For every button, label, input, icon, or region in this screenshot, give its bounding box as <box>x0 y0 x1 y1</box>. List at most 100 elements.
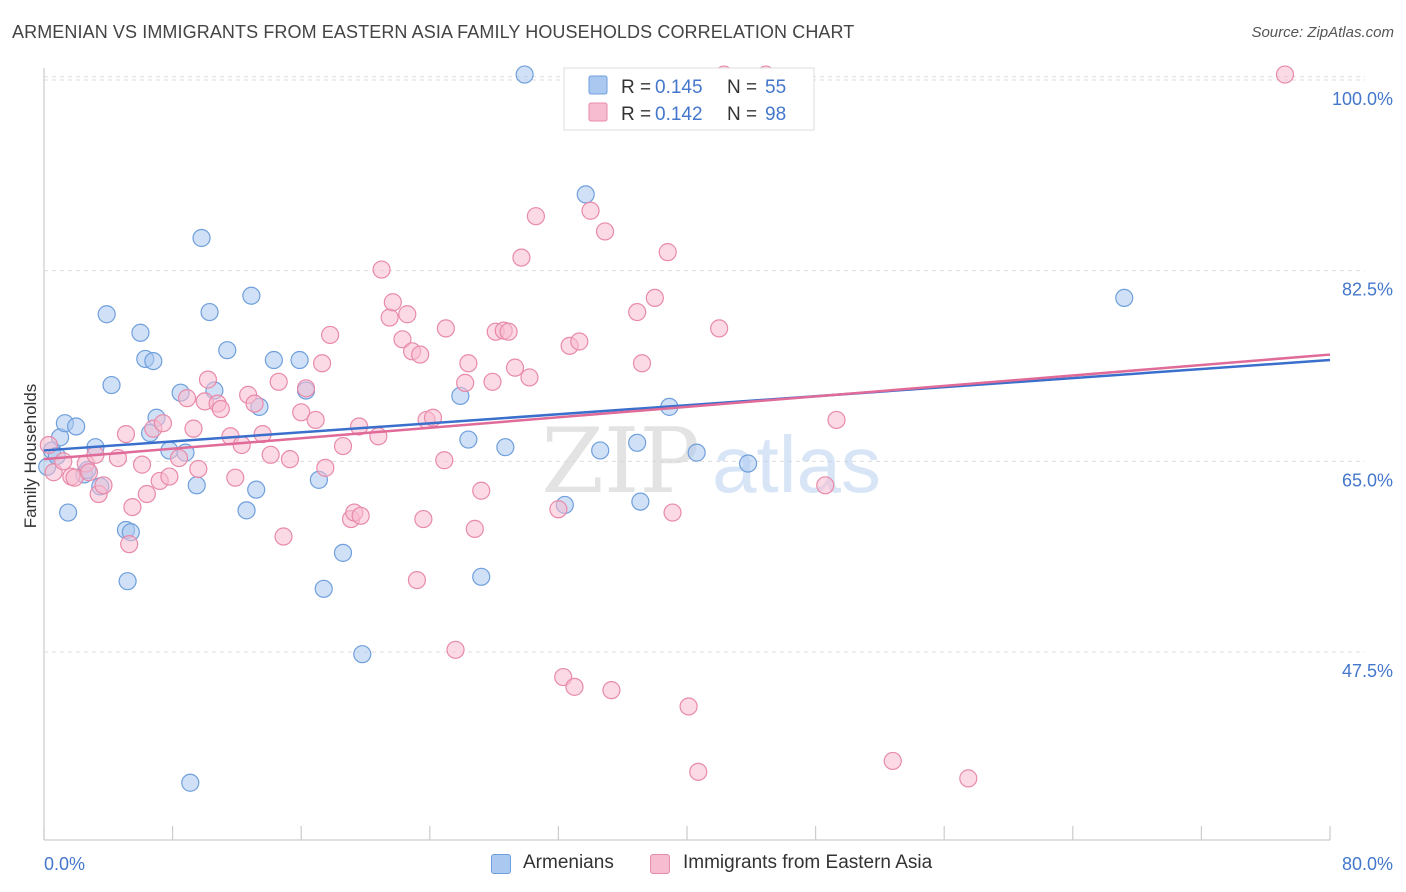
point-eastern-asia <box>816 476 835 495</box>
point-armenians <box>472 567 491 586</box>
point-eastern-asia <box>226 468 245 487</box>
point-eastern-asia <box>153 414 173 433</box>
point-eastern-asia <box>169 448 189 468</box>
trend-line-eastern-asia <box>43 353 1331 461</box>
point-armenians <box>97 305 116 324</box>
point-armenians <box>333 543 353 562</box>
point-armenians <box>353 645 372 664</box>
point-eastern-asia <box>959 769 978 788</box>
point-eastern-asia <box>565 677 584 696</box>
legend-top-swatch-armenians <box>588 75 608 95</box>
point-eastern-asia <box>184 419 203 438</box>
legend-top: R = 0.145 N = 55 R = 0.142 N = 98 <box>563 67 815 131</box>
point-armenians <box>576 185 595 204</box>
point-armenians <box>67 417 86 436</box>
point-eastern-asia <box>689 762 708 781</box>
point-eastern-asia <box>132 455 152 474</box>
point-eastern-asia <box>333 436 353 456</box>
legend-top-n-value: 98 <box>765 104 786 125</box>
point-eastern-asia <box>663 503 682 522</box>
point-armenians <box>496 438 515 457</box>
point-armenians <box>192 228 211 248</box>
y-tick-label: 65.0% <box>1342 470 1393 490</box>
legend-swatch-armenians <box>491 854 511 874</box>
point-armenians <box>59 503 78 522</box>
y-tick-label: 82.5% <box>1342 280 1393 300</box>
point-armenians <box>131 323 150 342</box>
legend-top-r-value: 0.142 <box>655 104 703 125</box>
y-tick-label: 100.0% <box>1332 89 1393 109</box>
point-armenians <box>290 350 309 370</box>
point-eastern-asia <box>177 389 197 408</box>
legend-bottom: Armenians Immigrants from Eastern Asia <box>0 850 1406 880</box>
point-eastern-asia <box>435 451 454 470</box>
point-armenians <box>200 302 219 322</box>
y-axis-label: Family Households <box>21 384 40 529</box>
trend-line-armenians <box>43 358 1331 452</box>
point-eastern-asia <box>436 319 455 338</box>
point-eastern-asia <box>137 484 156 504</box>
legend-top-r-value: 0.145 <box>655 77 703 98</box>
point-eastern-asia <box>116 424 136 444</box>
point-eastern-asia <box>123 497 142 517</box>
point-armenians <box>738 454 758 473</box>
point-armenians <box>218 341 237 360</box>
point-armenians <box>247 480 266 499</box>
point-armenians <box>314 579 333 598</box>
point-eastern-asia <box>54 452 73 471</box>
point-eastern-asia <box>232 435 251 455</box>
point-eastern-asia <box>446 640 465 659</box>
point-eastern-asia <box>512 248 531 267</box>
point-eastern-asia <box>398 305 417 324</box>
point-eastern-asia <box>189 459 208 479</box>
point-eastern-asia <box>274 527 293 546</box>
point-eastern-asia <box>483 372 502 391</box>
point-eastern-asia <box>321 325 340 345</box>
watermark-atlas: atlas <box>712 420 881 509</box>
point-eastern-asia <box>827 410 846 430</box>
x-tick-label: 80.0% <box>1342 854 1393 874</box>
point-armenians <box>264 350 283 370</box>
point-eastern-asia <box>570 332 589 351</box>
point-eastern-asia <box>198 370 218 389</box>
point-armenians <box>237 501 256 520</box>
legend-label-armenians: Armenians <box>523 852 614 873</box>
point-eastern-asia <box>602 681 621 700</box>
point-eastern-asia <box>261 445 280 464</box>
point-eastern-asia <box>245 394 264 413</box>
point-eastern-asia <box>120 535 139 554</box>
point-eastern-asia <box>316 458 335 477</box>
y-tick-label: 47.5% <box>1342 661 1393 681</box>
point-eastern-asia <box>160 467 179 486</box>
legend-top-n-label: N = <box>727 77 757 98</box>
legend-top-r-label: R = <box>621 77 651 98</box>
point-armenians <box>515 65 534 84</box>
point-eastern-asia <box>679 697 698 716</box>
point-armenians <box>459 430 478 449</box>
point-armenians <box>1115 288 1134 308</box>
point-eastern-asia <box>526 207 545 226</box>
point-eastern-asia <box>383 293 402 312</box>
point-eastern-asia <box>296 379 316 398</box>
point-eastern-asia <box>393 330 412 349</box>
source-label: Source: ZipAtlas.com <box>1251 24 1394 41</box>
point-armenians <box>631 492 650 511</box>
point-eastern-asia <box>351 506 370 525</box>
point-armenians <box>591 441 610 460</box>
point-armenians <box>181 773 200 792</box>
point-eastern-asia <box>581 201 600 220</box>
point-eastern-asia <box>414 509 433 529</box>
point-armenians <box>102 375 121 395</box>
point-eastern-asia <box>269 372 288 391</box>
point-eastern-asia <box>883 751 902 771</box>
point-armenians <box>144 351 163 371</box>
legend-top-n-value: 55 <box>765 77 786 98</box>
point-eastern-asia <box>411 345 430 364</box>
point-armenians <box>187 476 206 495</box>
trend-lines <box>43 353 1331 461</box>
legend-top-r-label: R = <box>621 104 651 125</box>
point-eastern-asia <box>645 288 664 308</box>
point-eastern-asia <box>372 260 391 279</box>
x-tick-label: 0.0% <box>44 854 85 874</box>
